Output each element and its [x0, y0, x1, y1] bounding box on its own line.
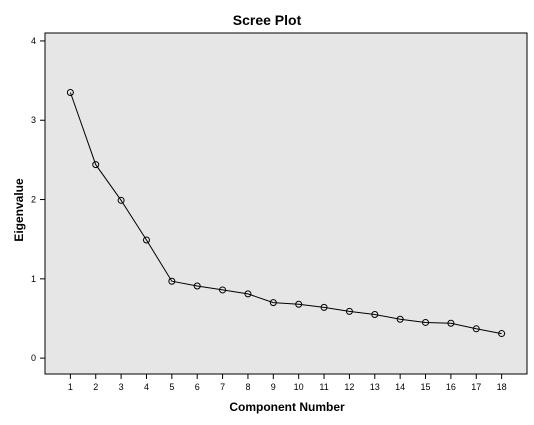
y-tick-label: 4	[31, 36, 36, 46]
data-point	[447, 319, 455, 327]
x-tick-label: 15	[421, 382, 431, 392]
y-tick-label: 2	[31, 195, 36, 205]
y-tick-label: 0	[31, 353, 36, 363]
data-point	[422, 318, 430, 326]
data-point	[295, 300, 303, 308]
data-point	[117, 196, 125, 204]
series-markers	[66, 88, 506, 338]
x-tick-label: 2	[93, 382, 98, 392]
x-tick-label: 5	[169, 382, 174, 392]
x-tick-label: 9	[271, 382, 276, 392]
data-point	[371, 311, 379, 319]
x-tick-label: 17	[471, 382, 481, 392]
data-point	[193, 282, 201, 290]
x-axis: 1 2 3 4 5 6 7 8 9 10 11 12 13 14 15 16 17 18	[68, 374, 507, 392]
data-point	[472, 325, 480, 333]
x-tick-label: 7	[220, 382, 225, 392]
data-point	[396, 315, 404, 323]
data-point	[219, 286, 227, 294]
x-tick-label: 3	[119, 382, 124, 392]
data-point	[498, 330, 506, 338]
x-tick-label: 1	[68, 382, 73, 392]
plot-area	[44, 32, 528, 375]
data-point	[92, 161, 100, 169]
x-tick-label: 16	[446, 382, 456, 392]
x-tick-label: 10	[294, 382, 304, 392]
x-tick-label: 6	[195, 382, 200, 392]
x-tick-label: 8	[245, 382, 250, 392]
x-tick-label: 14	[395, 382, 405, 392]
x-tick-label: 12	[344, 382, 354, 392]
data-point	[66, 88, 74, 96]
data-point	[244, 290, 252, 298]
x-axis-label: Component Number	[229, 400, 345, 414]
data-point	[142, 236, 150, 244]
series-line	[69, 92, 502, 335]
x-tick-label: 11	[319, 382, 328, 392]
data-point	[345, 307, 353, 315]
data-point	[269, 299, 277, 307]
y-tick-label: 3	[31, 115, 36, 125]
y-axis: 0 1 2 3 4	[31, 36, 45, 363]
y-tick-label: 1	[31, 274, 36, 284]
x-tick-label: 18	[497, 382, 507, 392]
data-point	[168, 277, 176, 285]
chart-title: Scree Plot	[233, 12, 302, 28]
y-axis-label: Eigenvalue	[12, 178, 26, 242]
x-tick-label: 13	[370, 382, 380, 392]
x-tick-label: 4	[144, 382, 149, 392]
data-point	[320, 303, 328, 311]
